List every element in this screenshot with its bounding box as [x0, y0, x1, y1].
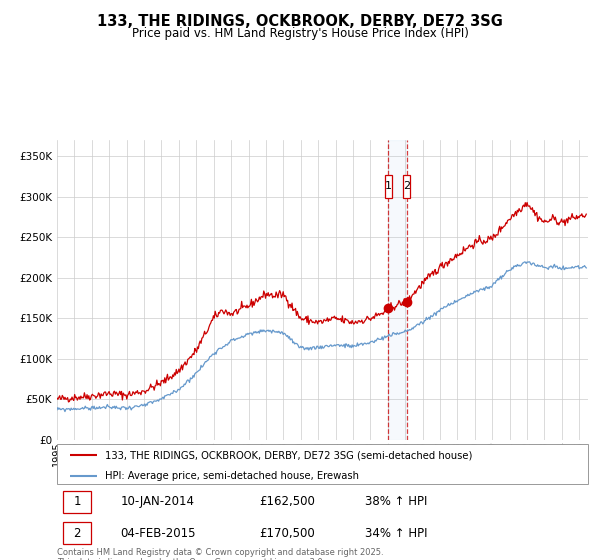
- FancyBboxPatch shape: [403, 175, 410, 198]
- Text: Contains HM Land Registry data © Crown copyright and database right 2025.
This d: Contains HM Land Registry data © Crown c…: [57, 548, 383, 560]
- FancyBboxPatch shape: [64, 522, 91, 544]
- Text: 1: 1: [385, 181, 392, 192]
- FancyBboxPatch shape: [57, 444, 588, 484]
- Text: HPI: Average price, semi-detached house, Erewash: HPI: Average price, semi-detached house,…: [105, 470, 359, 480]
- Text: 34% ↑ HPI: 34% ↑ HPI: [365, 526, 427, 540]
- Bar: [388, 140, 407, 440]
- Text: £162,500: £162,500: [259, 496, 314, 508]
- FancyBboxPatch shape: [64, 491, 91, 513]
- Text: 133, THE RIDINGS, OCKBROOK, DERBY, DE72 3SG (semi-detached house): 133, THE RIDINGS, OCKBROOK, DERBY, DE72 …: [105, 450, 472, 460]
- Text: 133, THE RIDINGS, OCKBROOK, DERBY, DE72 3SG: 133, THE RIDINGS, OCKBROOK, DERBY, DE72 …: [97, 14, 503, 29]
- Text: £170,500: £170,500: [259, 526, 314, 540]
- Text: 1: 1: [73, 496, 81, 508]
- Text: 04-FEB-2015: 04-FEB-2015: [121, 526, 196, 540]
- Text: Price paid vs. HM Land Registry's House Price Index (HPI): Price paid vs. HM Land Registry's House …: [131, 27, 469, 40]
- Text: 38% ↑ HPI: 38% ↑ HPI: [365, 496, 427, 508]
- Text: 10-JAN-2014: 10-JAN-2014: [121, 496, 195, 508]
- Text: 2: 2: [403, 181, 410, 192]
- FancyBboxPatch shape: [385, 175, 392, 198]
- Text: 2: 2: [73, 526, 81, 540]
